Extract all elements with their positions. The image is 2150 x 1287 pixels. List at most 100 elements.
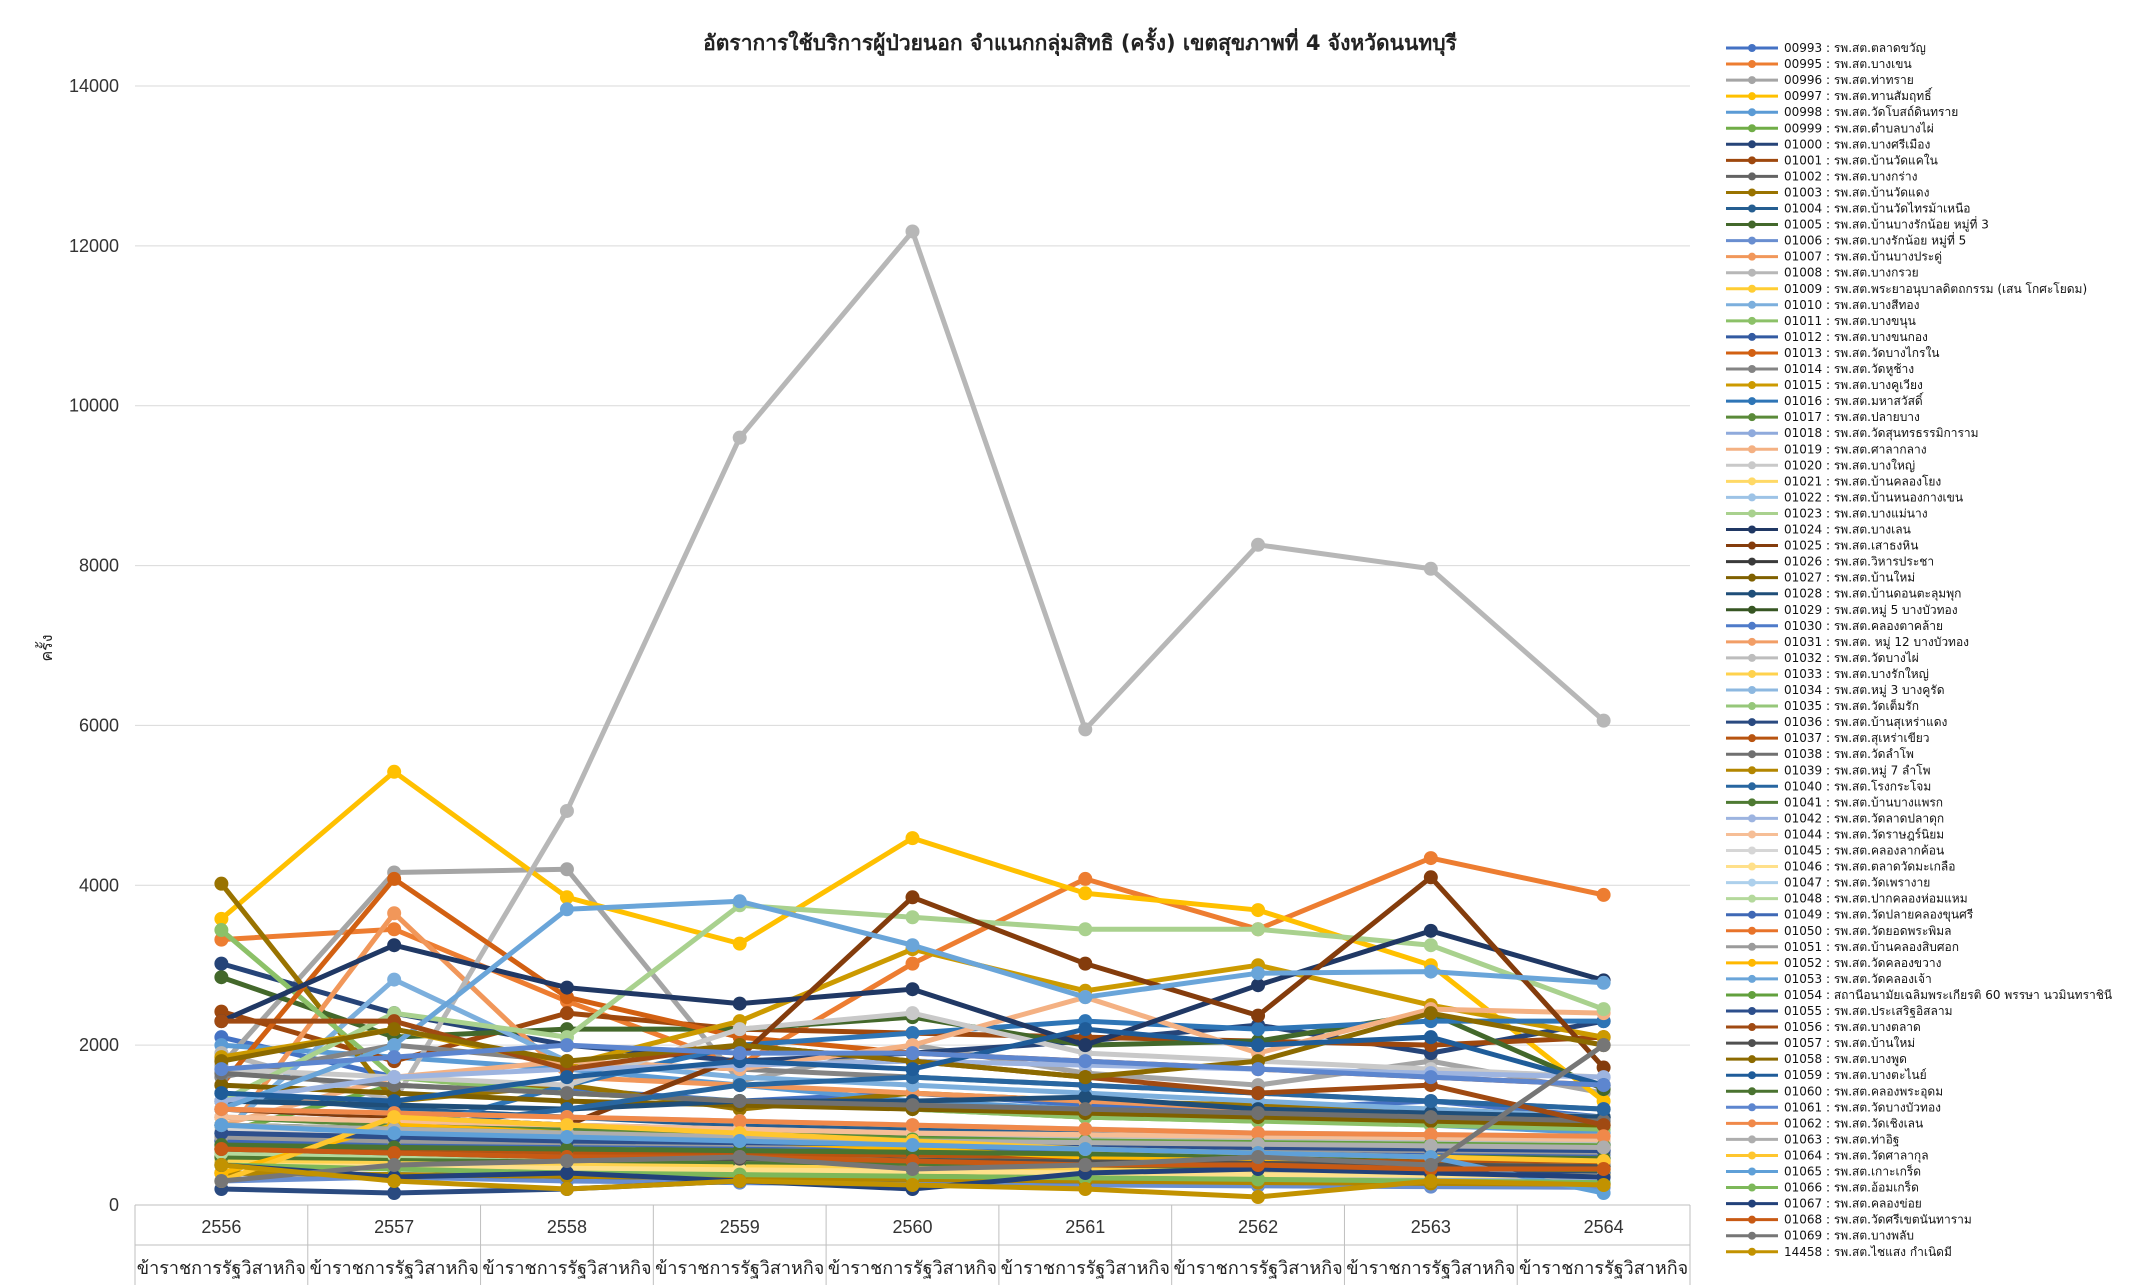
data-point <box>732 1022 747 1037</box>
data-point <box>1251 1038 1266 1053</box>
series-line-group <box>214 1102 1611 1144</box>
data-point <box>1251 1190 1266 1205</box>
legend: 00993 : รพ.สต.ตลาดขวัญ 00995 : รพ.สต.บางเ… <box>1726 41 2112 1259</box>
y-axis-label: ครั้ง <box>35 634 56 661</box>
data-point <box>1078 1090 1093 1105</box>
data-point <box>1423 923 1438 938</box>
legend-label: 01013 : รพ.สต.วัดบางไกรใน <box>1784 346 1940 360</box>
legend-swatch-marker <box>1748 172 1756 181</box>
data-point <box>559 1086 574 1101</box>
legend-label: 01061 : รพ.สต.วัดบางบัวทอง <box>1784 1100 1941 1114</box>
data-point <box>905 1178 920 1193</box>
legend-label: 01022 : รพ.สต.บ้านหนองกางเขน <box>1784 490 1963 504</box>
legend-label: 01064 : รพ.สต.วัดศาลากุล <box>1784 1148 1929 1163</box>
legend-label: 01045 : รพ.สต.คลองลากค้อน <box>1784 844 1944 858</box>
legend-swatch-marker <box>1748 124 1756 133</box>
data-point <box>1251 537 1266 552</box>
legend-swatch-marker <box>1748 1087 1756 1096</box>
legend-swatch-marker <box>1748 830 1756 839</box>
legend-label: 01007 : รพ.สต.บ้านบางประดู่ <box>1784 250 1942 265</box>
data-point <box>1596 1060 1611 1075</box>
data-point <box>905 1138 920 1153</box>
legend-label: 00996 : รพ.สต.ท่าทราย <box>1784 73 1914 87</box>
x-group-label: ข้าราชการรัฐวิสาหกิจ <box>655 1258 824 1279</box>
legend-label: 01059 : รพ.สต.บางตะไนย์ <box>1784 1068 1927 1082</box>
legend-label: 01018 : รพ.สต.วัดสุนทรธรรมิการาม <box>1784 426 1979 441</box>
data-point <box>1596 1129 1611 1144</box>
legend-label: 01050 : รพ.สต.วัดยอดพระพิมล <box>1784 924 1951 938</box>
data-point <box>905 1162 920 1177</box>
series-lines <box>214 224 1611 1205</box>
legend-label: 01062 : รพ.สต.วัดเชิงเลน <box>1784 1116 1923 1130</box>
legend-label: 01020 : รพ.สต.บางใหญ่ <box>1784 458 1915 472</box>
legend-label: 01034 : รพ.สต.หมู่ 3 บางคูรัด <box>1784 683 1945 698</box>
data-point <box>1423 1094 1438 1109</box>
legend-swatch-marker <box>1748 44 1756 52</box>
data-point <box>1251 978 1266 993</box>
legend-label: 00993 : รพ.สต.ตลาดขวัญ <box>1784 41 1926 55</box>
legend-label: 01051 : รพ.สต.บ้านคลองสิบศอก <box>1784 940 1959 954</box>
legend-label: 01000 : รพ.สต.บางศรีเมือง <box>1784 137 1930 151</box>
data-point <box>214 911 229 926</box>
legend-label: 00998 : รพ.สต.วัดโบสถ์ดินทราย <box>1784 105 1958 119</box>
y-tick-label: 12000 <box>69 236 119 256</box>
legend-swatch-marker <box>1748 493 1756 502</box>
data-point <box>1596 1078 1611 1093</box>
data-point <box>1078 922 1093 937</box>
data-point <box>1596 1162 1611 1177</box>
x-group-label: ข้าราชการรัฐวิสาหกิจ <box>1173 1258 1342 1279</box>
legend-label: 01036 : รพ.สต.บ้านสุเหร่าแดง <box>1784 715 1947 730</box>
legend-label: 01014 : รพ.สต.วัดหูช้าง <box>1784 362 1914 377</box>
data-point <box>1078 722 1093 737</box>
legend-swatch-marker <box>1748 1183 1756 1192</box>
data-point <box>1251 1172 1266 1187</box>
data-point <box>214 1014 229 1029</box>
legend-label: 01057 : รพ.สต.บ้านใหม่ <box>1784 1036 1915 1050</box>
data-point <box>1596 1038 1611 1053</box>
data-point <box>905 1046 920 1061</box>
legend-label: 01065 : รพ.สต.เกาะเกร็ด <box>1784 1164 1921 1179</box>
legend-label: 01004 : รพ.สต.บ้านวัดไทรม้าเหนือ <box>1784 202 1971 216</box>
data-point <box>732 996 747 1011</box>
legend-swatch-marker <box>1748 1135 1756 1144</box>
y-tick-label: 14000 <box>69 76 119 96</box>
legend-label: 01010 : รพ.สต.บางสีทอง <box>1784 298 1919 312</box>
axes: 0 2000 4000 6000 8000 10000 12000 14000 2556 ข้าร… <box>69 76 1691 1285</box>
legend-label: 01008 : รพ.สต.บางกรวย <box>1784 266 1919 280</box>
data-point <box>1423 1158 1438 1173</box>
legend-swatch-marker <box>1748 252 1756 261</box>
data-point <box>732 1174 747 1189</box>
x-group-label: ข้าราชการรัฐวิสาหกิจ <box>137 1258 306 1279</box>
data-point <box>1078 1054 1093 1069</box>
legend-swatch-marker <box>1748 236 1756 245</box>
data-point <box>387 1126 402 1141</box>
data-point <box>387 764 402 779</box>
legend-label: 01015 : รพ.สต.บางคูเวียง <box>1784 378 1923 393</box>
data-point <box>1251 966 1266 981</box>
legend-swatch-marker <box>1748 76 1756 85</box>
data-point <box>1596 1002 1611 1017</box>
data-point <box>559 1182 574 1197</box>
legend-label: 01028 : รพ.สต.บ้านดอนตะลุมพุก <box>1784 587 1961 602</box>
x-group-label: ข้าราชการรัฐวิสาหกิจ <box>828 1258 997 1279</box>
legend-swatch-marker <box>1748 108 1756 117</box>
legend-swatch-marker <box>1748 686 1756 694</box>
data-point <box>214 1158 229 1173</box>
y-tick-label: 0 <box>109 1195 119 1215</box>
legend-swatch-marker <box>1748 1167 1756 1176</box>
data-point <box>559 1118 574 1133</box>
data-point <box>214 970 229 985</box>
legend-swatch-marker <box>1748 1151 1756 1160</box>
legend-label: 01052 : รพ.สต.วัดคลองขวาง <box>1784 956 1941 970</box>
data-point <box>387 922 402 937</box>
legend-label: 01001 : รพ.สต.บ้านวัดแคใน <box>1784 153 1938 167</box>
data-point <box>1423 1030 1438 1045</box>
legend-swatch-marker <box>1748 974 1756 983</box>
data-point <box>905 1118 920 1133</box>
data-point <box>905 982 920 997</box>
legend-swatch-marker <box>1748 910 1756 919</box>
legend-swatch-marker <box>1748 766 1756 775</box>
legend-label: 01012 : รพ.สต.บางขนกอง <box>1784 330 1928 344</box>
data-point <box>1251 1008 1266 1023</box>
data-point <box>905 1098 920 1113</box>
